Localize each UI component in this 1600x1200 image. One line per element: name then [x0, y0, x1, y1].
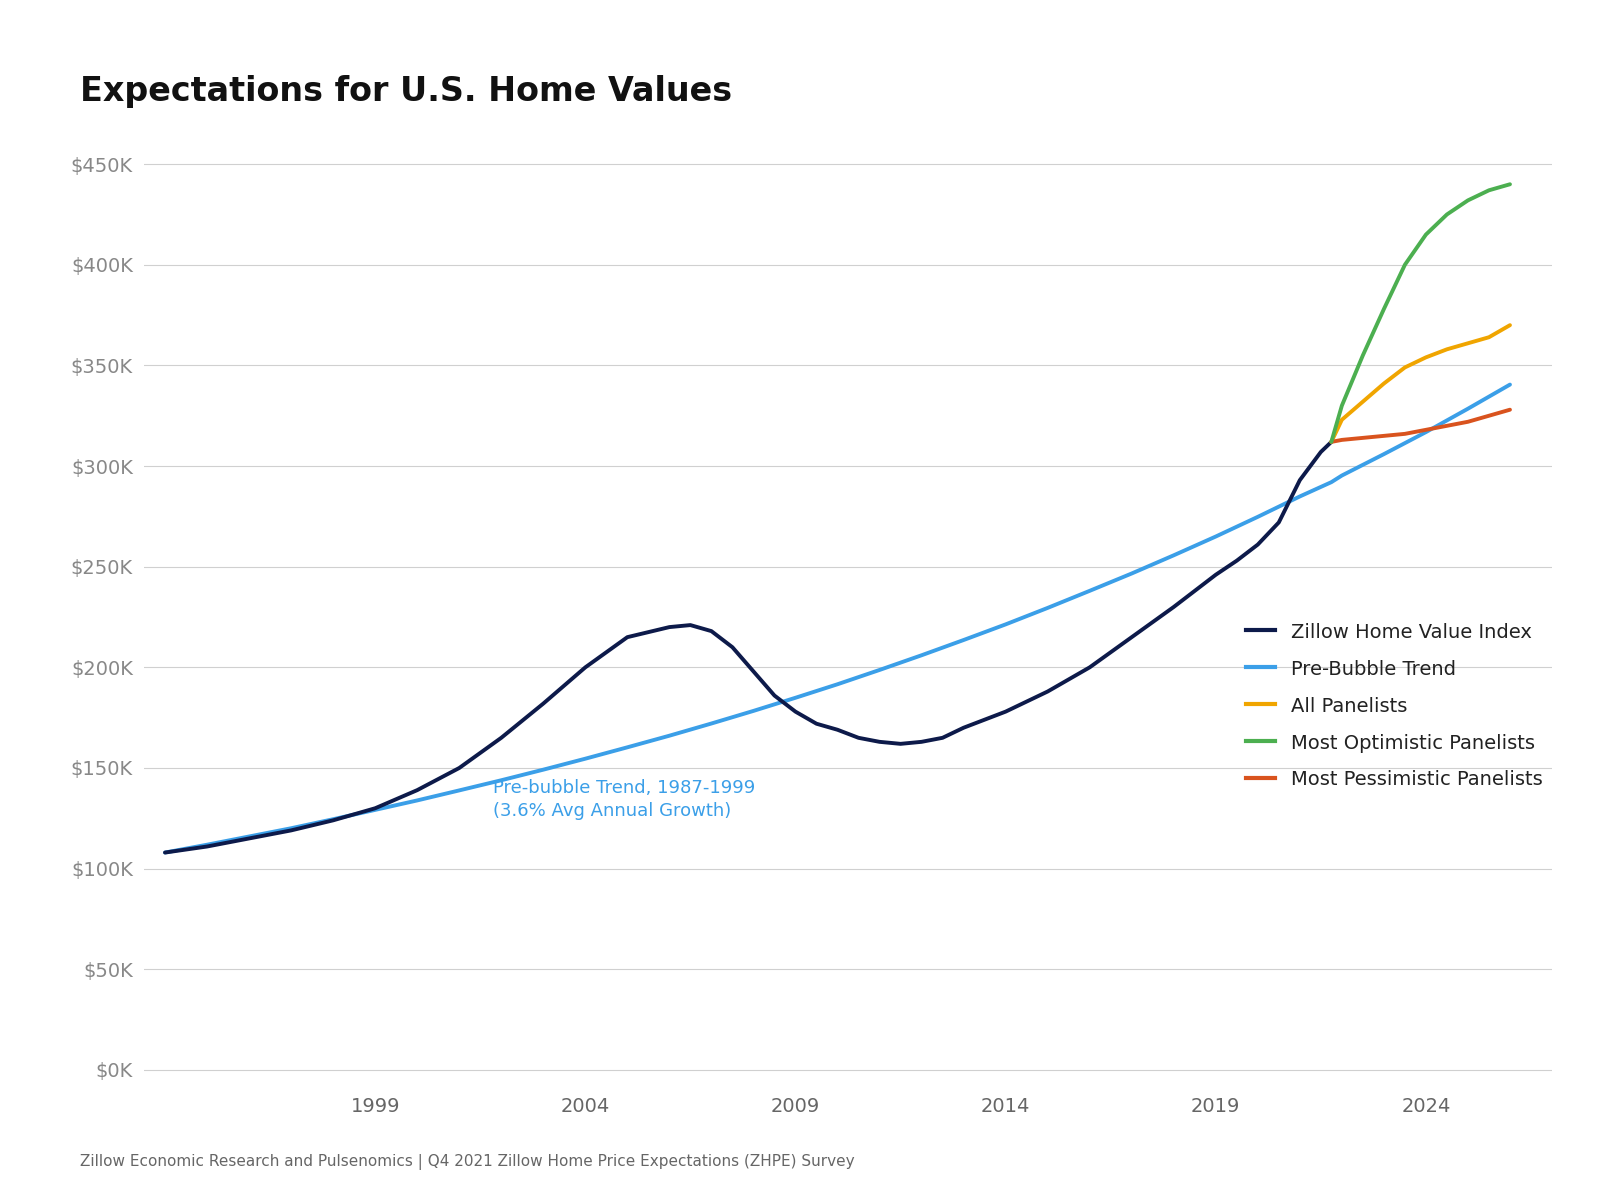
Text: Expectations for U.S. Home Values: Expectations for U.S. Home Values	[80, 74, 733, 108]
Text: Pre-bubble Trend, 1987-1999
(3.6% Avg Annual Growth): Pre-bubble Trend, 1987-1999 (3.6% Avg An…	[493, 779, 755, 821]
Legend: Zillow Home Value Index, Pre-Bubble Trend, All Panelists, Most Optimistic Paneli: Zillow Home Value Index, Pre-Bubble Tren…	[1246, 623, 1542, 790]
Text: Zillow Economic Research and Pulsenomics | Q4 2021 Zillow Home Price Expectation: Zillow Economic Research and Pulsenomics…	[80, 1154, 854, 1170]
